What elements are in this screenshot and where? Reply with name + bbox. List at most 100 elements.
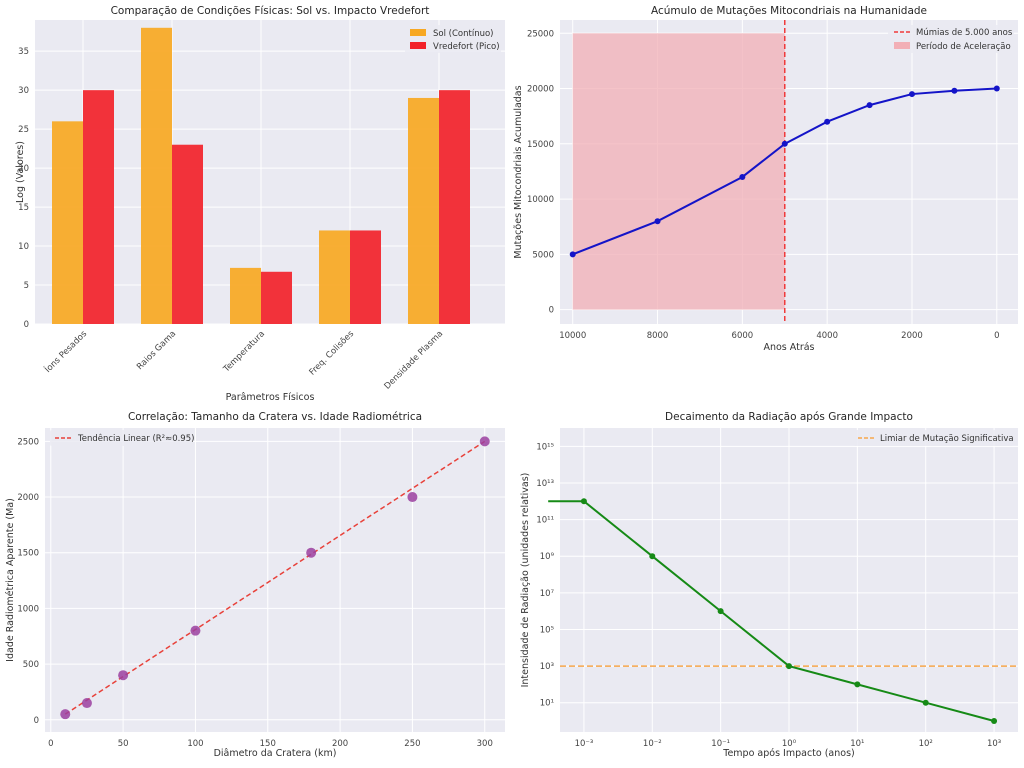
x-tick-label: 300: [477, 739, 493, 749]
x-tick-label: 10⁰: [782, 739, 797, 749]
x-tick-label: 150: [260, 739, 276, 749]
legend-label-acceleration: Período de Aceleração: [916, 42, 1011, 52]
x-tick-label: 0: [48, 739, 53, 749]
x-tick-label: 2000: [901, 331, 923, 341]
gridlines: [45, 428, 505, 732]
x-tick-label: 200: [332, 739, 348, 749]
legend-swatch-vredefort: [410, 42, 426, 49]
series-marks: [548, 498, 1018, 725]
acceleration-period-span: [572, 33, 785, 310]
y-tick-label: 20000: [527, 85, 554, 95]
scatter-point: [479, 436, 490, 447]
y-tick-labels: 0 5 10 15 20 25 30 35: [18, 47, 29, 330]
y-axis-label: Log (Valores): [15, 141, 26, 203]
y-tick-labels: 0 500 1000 1500 2000 2500: [17, 437, 39, 725]
y-tick-label: 2500: [17, 437, 39, 447]
y-tick-label: 500: [23, 660, 39, 670]
legend: Sol (Contínuo) Vredefort (Pico): [405, 25, 501, 53]
data-point: [824, 118, 831, 125]
y-tick-label: 10: [18, 242, 29, 252]
y-tick-label: 0: [34, 716, 39, 726]
x-tick-label: 250: [404, 739, 420, 749]
x-tick-label: 10²: [919, 739, 933, 749]
data-point: [991, 718, 998, 725]
bars: [52, 27, 470, 325]
y-tick-label: 5000: [532, 250, 554, 260]
bar-vredefort: [172, 144, 203, 324]
x-tick-label: 10⁻¹: [711, 739, 730, 749]
y-tick-label: 35: [18, 47, 29, 57]
scatter-point: [118, 670, 129, 681]
y-tick-label: 20: [18, 164, 29, 174]
scatter-point: [306, 547, 317, 558]
bar-sol: [230, 267, 261, 324]
y-tick-label: 25: [18, 125, 29, 135]
bar-sol: [408, 97, 439, 324]
y-tick-label: 10¹: [540, 699, 554, 709]
legend: Limiar de Mutação Significativa: [853, 430, 1014, 446]
x-tick-label: 10³: [987, 739, 1001, 749]
data-point: [993, 85, 1000, 92]
bar-sol: [141, 27, 172, 325]
gridlines: [560, 428, 1018, 732]
chart-title: Comparação de Condições Físicas: Sol vs.…: [111, 5, 430, 17]
data-point: [654, 218, 661, 225]
legend: Tendência Linear (R²≈0.95): [50, 430, 194, 446]
data-point: [908, 91, 915, 98]
y-tick-label: 1500: [17, 549, 39, 559]
bar-vredefort: [350, 230, 381, 324]
y-tick-label: 1000: [17, 604, 39, 614]
data-point: [580, 498, 587, 505]
chart-title: Correlação: Tamanho da Cratera vs. Idade…: [128, 411, 422, 423]
x-tick-label: 100: [187, 739, 203, 749]
trend-line: [64, 440, 486, 715]
x-tick-label: Densidade Plasma: [383, 329, 446, 392]
data-point: [951, 87, 958, 94]
y-tick-label: 10¹⁵: [536, 442, 554, 452]
y-tick-label: 5: [24, 281, 29, 291]
y-axis-label: Intensidade de Radiação (unidades relati…: [520, 473, 531, 688]
bar-sol: [319, 230, 350, 324]
legend-label-vredefort: Vredefort (Pico): [433, 42, 500, 52]
x-tick-label: 10000: [559, 331, 586, 341]
y-tick-labels: 10¹ 10³ 10⁵ 10⁷ 10⁹ 10¹¹ 10¹³ 10¹⁵: [536, 442, 554, 708]
y-axis-label: Mutações Mitocondriais Acumuladas: [513, 85, 524, 258]
y-tick-label: 2000: [17, 493, 39, 503]
y-tick-label: 25000: [527, 29, 554, 39]
bar-sol: [52, 121, 83, 324]
x-axis-label: Diâmetro da Cratera (km): [214, 748, 337, 759]
x-tick-label: 8000: [647, 331, 669, 341]
y-tick-label: 10³: [540, 662, 554, 672]
data-point: [854, 681, 861, 688]
x-tick-label: 0: [994, 331, 999, 341]
data-point: [781, 140, 788, 147]
scatter-point: [81, 698, 92, 709]
legend-swatch-acceleration: [894, 42, 910, 49]
legend-label-sol: Sol (Contínuo): [433, 29, 493, 39]
scatter-point: [190, 625, 201, 636]
y-tick-label: 0: [549, 306, 554, 316]
x-axis-label: Anos Atrás: [763, 342, 814, 353]
x-tick-label: 50: [118, 739, 129, 749]
legend-label-mummies: Múmias de 5.000 anos: [916, 28, 1013, 38]
data-point: [922, 699, 929, 706]
data-point: [717, 608, 724, 615]
data-point: [569, 251, 576, 258]
series-marks: [569, 20, 1000, 324]
x-axis-label: Parâmetros Físicos: [226, 392, 315, 403]
legend-box: [853, 430, 1014, 446]
x-tick-labels: 0 50 100 150 200 250 300: [48, 739, 493, 749]
series-marks: [60, 436, 490, 720]
y-axis-label: Idade Radiométrica Aparente (Ma): [5, 498, 16, 662]
bar-vredefort: [83, 90, 114, 325]
legend-box: [405, 25, 501, 53]
data-point: [739, 173, 746, 180]
chart-physical-conditions: 0 5 10 15 20 25 30 35 Íons Pesados Raios Gama Tem…: [15, 5, 505, 403]
scatter-point: [60, 709, 71, 720]
x-tick-label: Íons Pesados: [42, 327, 90, 375]
scatter-point: [407, 492, 418, 503]
legend-label-threshold: Limiar de Mutação Significativa: [880, 434, 1014, 444]
y-tick-label: 10⁵: [540, 625, 554, 635]
x-tick-label: 4000: [816, 331, 838, 341]
